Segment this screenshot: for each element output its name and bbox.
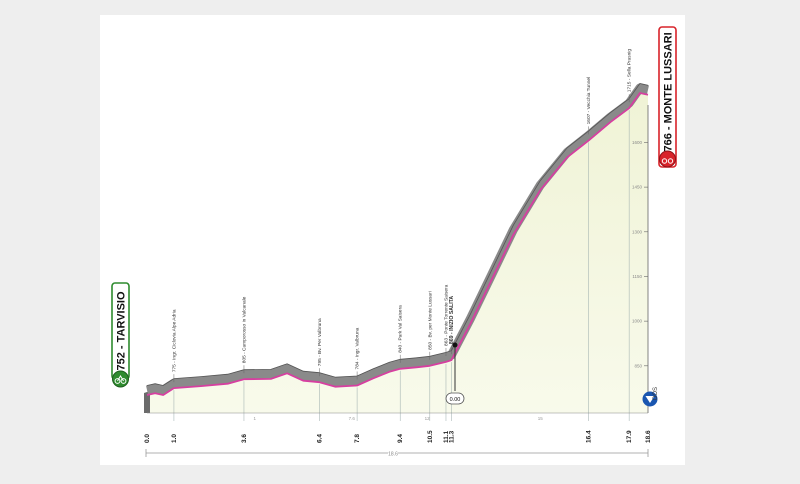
- right-axis-label: 1450: [632, 185, 643, 190]
- bottom-bracket: 18.6: [145, 448, 649, 458]
- finish-marker-icon: [642, 391, 658, 407]
- right-axis-label: 850: [634, 363, 642, 368]
- bottom-bracket-label: 18.6: [388, 452, 398, 458]
- waypoint-label: 1715 - Sella Prasnig: [627, 49, 633, 93]
- start-label: 752 - TARVISIO: [116, 291, 128, 371]
- x-tick-label: 6.4: [316, 434, 323, 443]
- distance-mark-label: 7.6: [349, 416, 356, 421]
- waypoint-label: 775 - Ingr. Ciclovia Alpe Adria: [171, 309, 177, 372]
- start-wall: [144, 391, 150, 413]
- finish-climb-icon: [659, 150, 676, 168]
- x-tick-label: 9.4: [397, 434, 404, 443]
- right-axis-label: 1000: [632, 319, 643, 324]
- x-tick-label: 16.4: [586, 430, 593, 443]
- profile-area: [147, 93, 648, 413]
- distance-mark-label: 1: [253, 416, 256, 421]
- waypoint-label: 1607 - Vecchia Tunnel: [586, 77, 592, 124]
- start-label-box: 752 - TARVISIO: [111, 282, 130, 380]
- right-axis-label: 1300: [632, 229, 643, 234]
- x-tick-label: 18.6: [645, 430, 652, 443]
- climb-start-marker-label: 0.00: [450, 397, 461, 403]
- x-tick-label: 10.5: [427, 430, 434, 443]
- distance-mark-label: 12: [425, 416, 431, 421]
- x-tick-label: 11.1: [443, 430, 450, 443]
- finish-label: 1766 - MONTE LUSSARI: [663, 32, 675, 157]
- waypoint-label: 850 - Bv. per Monte Lussari: [427, 291, 433, 350]
- waypoint-label: 784 - Ingr. Valbruna: [355, 327, 361, 369]
- profile-chart-frame: 775 - Ingr. Ciclovia Alpe Adria 805 - Cam…: [100, 15, 685, 465]
- waypoint-label: 805 - Camporosso in Valcanale: [241, 296, 247, 363]
- finish-suffix: DOS: [653, 387, 659, 400]
- start-icon: [112, 370, 129, 388]
- distance-mark-label: 15: [538, 416, 544, 421]
- stage-profile-chart: 775 - Ingr. Ciclovia Alpe Adria 805 - Cam…: [111, 26, 677, 458]
- road-band: [146, 83, 649, 395]
- waypoint-label: 863 - Ponte Torrente Saisera: [443, 284, 449, 346]
- climb-start-marker: 0.00: [445, 342, 465, 405]
- x-tick-label: 7.8: [354, 434, 361, 443]
- x-tick-label: 0.0: [144, 434, 151, 443]
- x-tick-label: 17.9: [626, 430, 633, 443]
- x-tick-label: 1.0: [171, 434, 178, 443]
- finish-label-box: 1766 - MONTE LUSSARI: [658, 26, 677, 168]
- right-axis-label: 1600: [632, 140, 643, 145]
- x-tick-label: 11.3: [448, 430, 455, 443]
- right-axis-label: 1150: [632, 274, 642, 279]
- road-band-edge: [146, 83, 649, 386]
- x-tick-label: 3.6: [241, 434, 248, 443]
- waypoint-label: 869 - INIZIO SALITA: [449, 296, 455, 345]
- waypoint-label: 795 - Bv. Per Valbruna: [317, 318, 323, 366]
- waypoint-label: 840 - Park Val Saisera: [398, 305, 404, 353]
- profile-line: [146, 92, 649, 396]
